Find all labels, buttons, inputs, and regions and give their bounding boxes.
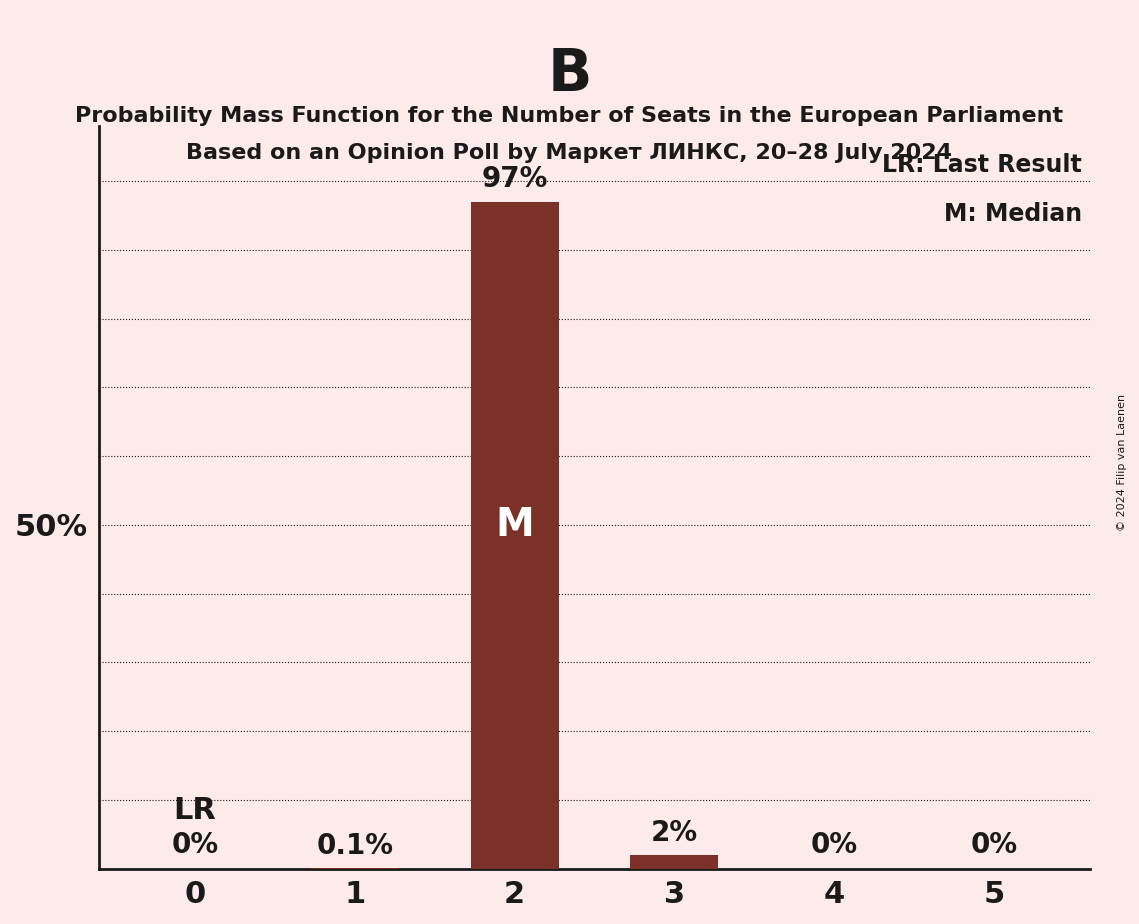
Bar [631,855,719,869]
Text: LR: Last Result: LR: Last Result [882,153,1082,177]
Text: 2%: 2% [650,819,698,847]
Text: M: M [495,506,534,544]
Text: 0.1%: 0.1% [317,832,393,860]
Text: 0%: 0% [172,831,219,858]
Text: Based on an Opinion Poll by Маркет ЛИНКС, 20–28 July 2024: Based on an Opinion Poll by Маркет ЛИНКС… [187,143,952,164]
Text: 0%: 0% [811,831,858,858]
Text: © 2024 Filip van Laenen: © 2024 Filip van Laenen [1117,394,1126,530]
Text: 0%: 0% [970,831,1017,858]
Text: M: Median: M: Median [944,201,1082,225]
Text: Probability Mass Function for the Number of Seats in the European Parliament: Probability Mass Function for the Number… [75,106,1064,127]
Bar [470,201,558,869]
Text: LR: LR [173,796,216,825]
Text: 97%: 97% [482,165,548,193]
Text: B: B [547,46,592,103]
